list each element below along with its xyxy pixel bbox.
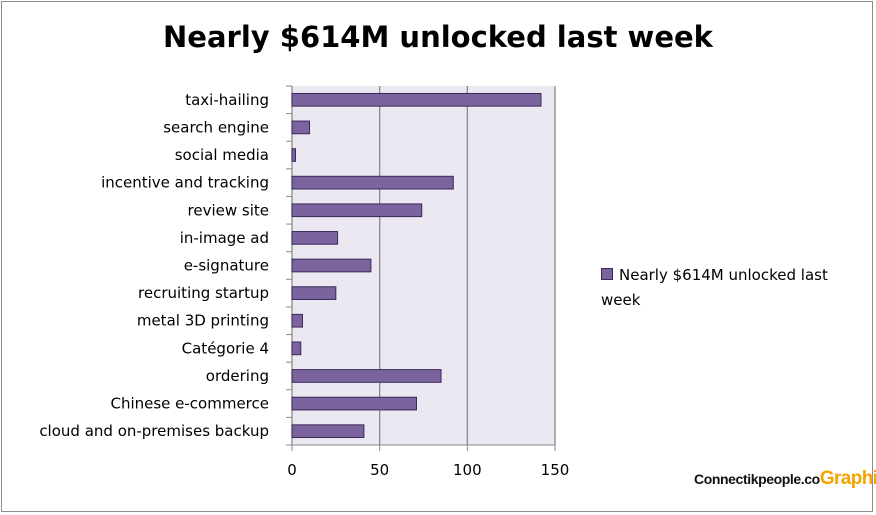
bar bbox=[291, 120, 311, 135]
bar bbox=[291, 286, 337, 300]
bar bbox=[291, 203, 423, 218]
bar bbox=[291, 313, 304, 328]
bar bbox=[291, 231, 339, 245]
x-tick-label: 50 bbox=[370, 461, 389, 479]
category-label: e-signature bbox=[184, 257, 269, 275]
category-label: ordering bbox=[206, 367, 269, 385]
watermark-accent: Graphics bbox=[819, 468, 876, 489]
category-label: incentive and tracking bbox=[101, 174, 269, 192]
category-label: Catégorie 4 bbox=[182, 339, 269, 357]
bar bbox=[291, 175, 454, 190]
bar bbox=[291, 341, 302, 356]
category-label: recruiting startup bbox=[138, 284, 269, 302]
bar bbox=[291, 424, 365, 439]
legend: Nearly $614M unlocked last week bbox=[601, 263, 856, 313]
x-tick-label: 100 bbox=[453, 461, 482, 479]
x-tick-label: 0 bbox=[287, 461, 297, 479]
legend-label: Nearly $614M unlocked last week bbox=[601, 266, 828, 309]
category-label: metal 3D printing bbox=[137, 312, 269, 330]
category-label: Chinese e-commerce bbox=[110, 395, 269, 413]
category-label: search engine bbox=[163, 118, 269, 136]
watermark-text: Connectikpeople.co bbox=[694, 471, 820, 487]
watermark: Connectikpeople.coGraphics bbox=[694, 468, 876, 490]
legend-swatch bbox=[601, 268, 613, 280]
category-label: social media bbox=[175, 146, 269, 164]
bar bbox=[291, 258, 372, 273]
bar bbox=[291, 92, 542, 107]
bar bbox=[291, 396, 417, 411]
category-label: taxi-hailing bbox=[185, 91, 269, 109]
bar bbox=[291, 369, 442, 383]
category-label: cloud and on-premises backup bbox=[39, 422, 269, 440]
x-tick-label: 150 bbox=[541, 461, 570, 479]
category-label: review site bbox=[188, 201, 269, 219]
bar bbox=[291, 148, 297, 162]
category-label: in-image ad bbox=[180, 229, 269, 247]
chart-title: Nearly $614M unlocked last week bbox=[163, 20, 713, 54]
